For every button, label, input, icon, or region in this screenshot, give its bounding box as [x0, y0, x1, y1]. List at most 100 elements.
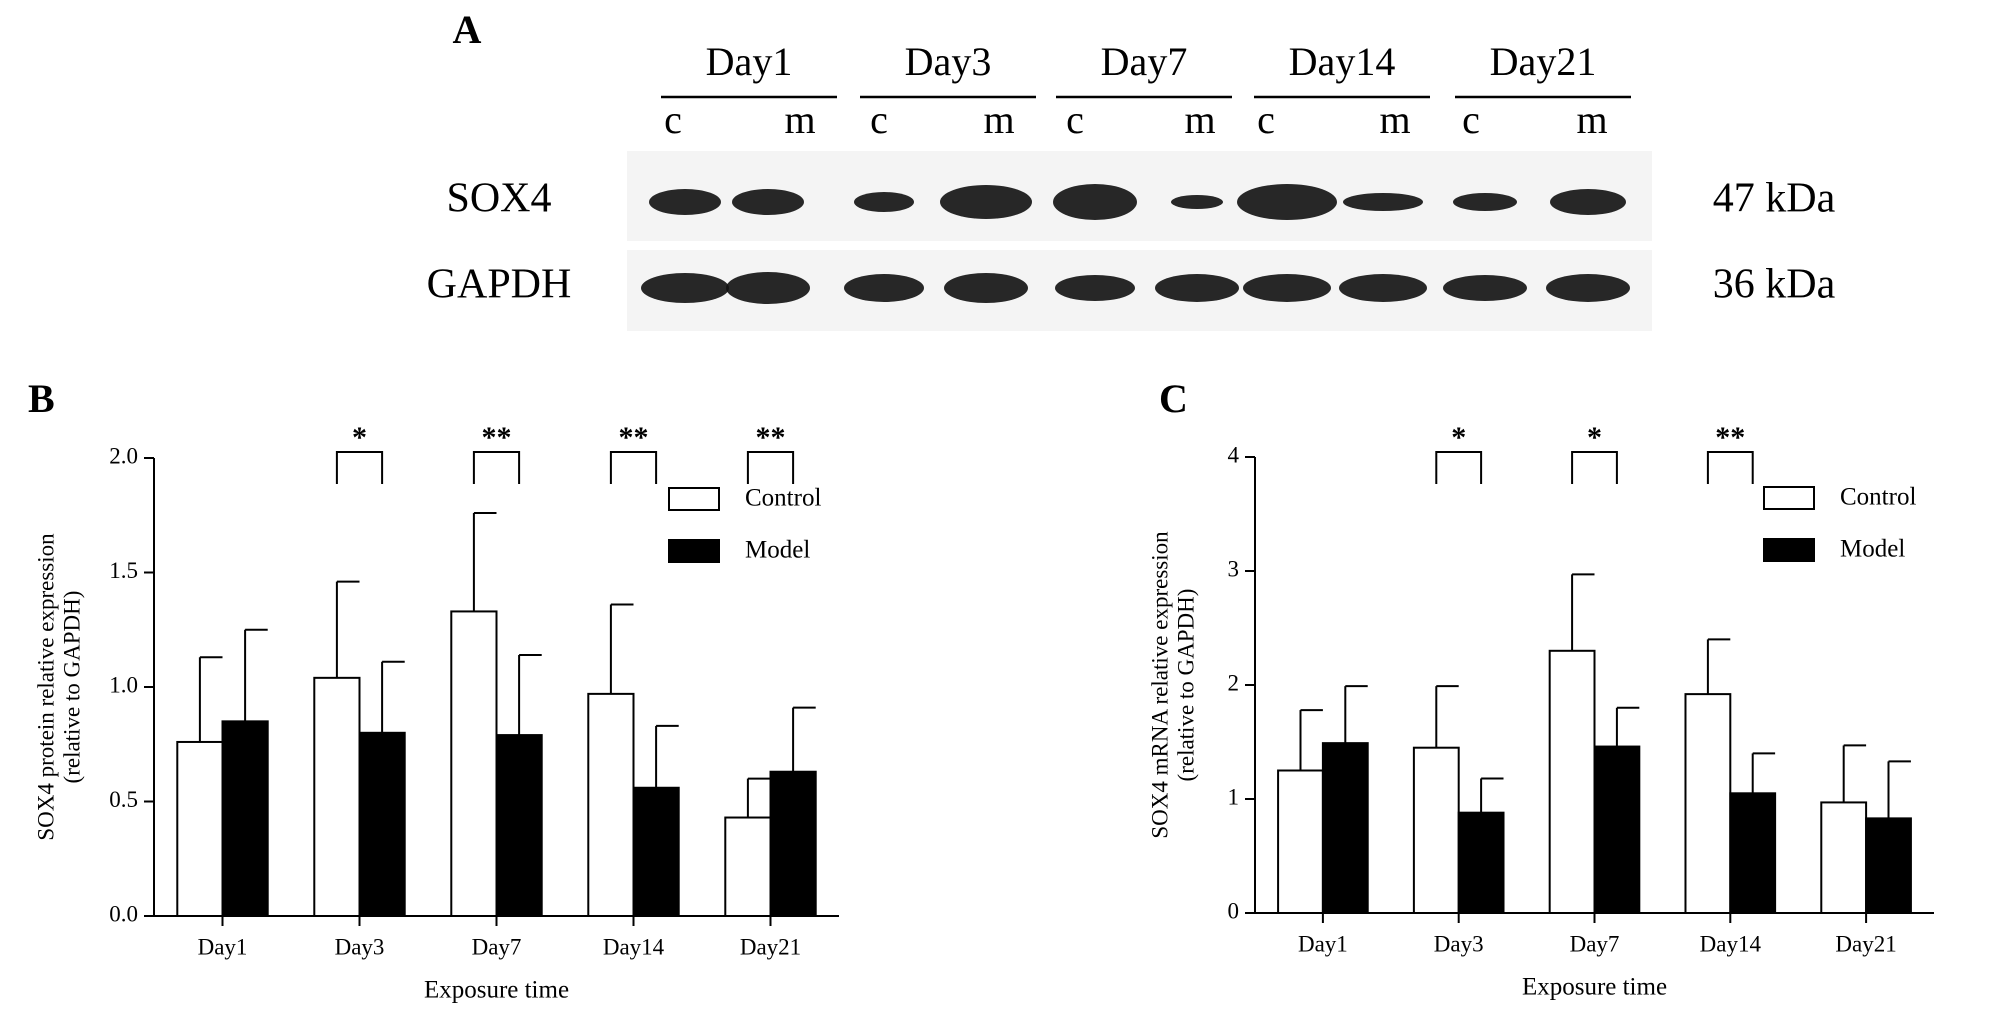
- significance-label: **: [756, 421, 786, 454]
- bar: [1412, 746, 1460, 915]
- protein-label: GAPDH: [427, 262, 572, 308]
- y-tick-label: 2: [1228, 670, 1240, 695]
- y-axis-label: (relative to GAPDH): [1173, 589, 1198, 782]
- blot-band: [1053, 184, 1137, 220]
- significance-label: *: [1587, 421, 1602, 454]
- significance-bracket: [1706, 451, 1754, 484]
- x-axis-label: Exposure time: [1522, 974, 1667, 1001]
- bar: [724, 816, 772, 918]
- bar: [450, 610, 498, 917]
- bar: [1593, 745, 1641, 914]
- bar: [1865, 817, 1912, 915]
- protein-label: SOX4: [446, 176, 551, 222]
- lane-label: c: [870, 97, 888, 142]
- panel-label: B: [28, 376, 55, 421]
- day-label: Day3: [905, 39, 992, 84]
- lane-label: c: [664, 97, 682, 142]
- bar: [1729, 792, 1777, 914]
- bar: [1277, 769, 1324, 914]
- bar: [1684, 693, 1732, 914]
- lane-label: m: [983, 97, 1014, 142]
- bar: [1548, 649, 1596, 914]
- x-tick-label: Day1: [198, 934, 248, 959]
- y-axis-label: SOX4 protein relative expression: [33, 533, 58, 841]
- lane-label: c: [1066, 97, 1084, 142]
- legend-label: Control: [1840, 484, 1916, 511]
- panel-label: A: [453, 7, 482, 52]
- blot-band: [1339, 274, 1427, 302]
- y-axis-label: (relative to GAPDH): [59, 591, 84, 784]
- y-tick-label: 0: [1228, 898, 1240, 923]
- significance-bracket: [472, 451, 521, 484]
- y-tick-label: 3: [1228, 556, 1240, 581]
- significance-label: *: [1451, 421, 1466, 454]
- lane-label: m: [1379, 97, 1410, 142]
- significance-bracket: [746, 451, 795, 484]
- lane-label: c: [1462, 97, 1480, 142]
- blot-band: [726, 272, 810, 304]
- day-label: Day7: [1101, 39, 1188, 84]
- x-tick-label: Day7: [1570, 931, 1620, 956]
- significance-label: **: [1715, 421, 1745, 454]
- blot-band: [1443, 275, 1527, 301]
- x-tick-label: Day7: [472, 934, 522, 959]
- day-label: Day14: [1289, 39, 1396, 84]
- bar: [313, 676, 361, 918]
- blot-band: [1171, 195, 1223, 209]
- legend-label: Model: [745, 537, 810, 564]
- bar: [1321, 742, 1369, 915]
- bar: [1820, 801, 1868, 914]
- legend-swatch: [668, 539, 720, 563]
- blot-band: [1237, 184, 1337, 220]
- x-axis-label: Exposure time: [424, 977, 569, 1004]
- significance-label: **: [619, 421, 649, 454]
- x-tick-label: Day3: [335, 934, 385, 959]
- blot-band: [649, 189, 721, 215]
- significance-bracket: [1571, 451, 1618, 484]
- x-tick-label: Day1: [1298, 931, 1348, 956]
- bar: [176, 740, 224, 918]
- significance-bracket: [609, 451, 658, 484]
- blot-band: [1055, 275, 1135, 301]
- significance-bracket: [335, 451, 384, 484]
- lane-label: m: [784, 97, 815, 142]
- size-label: 36 kDa: [1713, 262, 1836, 308]
- bar: [495, 734, 543, 918]
- x-tick-label: Day14: [1700, 931, 1762, 956]
- y-axis-label: SOX4 mRNA relative expression: [1147, 531, 1172, 839]
- lane-label: m: [1184, 97, 1215, 142]
- significance-label: *: [352, 421, 367, 454]
- bar: [587, 692, 635, 917]
- y-tick-label: 4: [1228, 442, 1240, 467]
- blot-band: [944, 273, 1028, 303]
- blot-band: [1550, 189, 1626, 215]
- blot-band: [641, 273, 729, 303]
- blot-band: [732, 189, 804, 215]
- x-tick-label: Day21: [740, 934, 801, 959]
- bar: [221, 720, 269, 917]
- panel-label: C: [1159, 376, 1188, 421]
- significance-bracket: [1435, 451, 1483, 484]
- y-tick-label: 1.0: [109, 672, 138, 697]
- legend-swatch: [1763, 538, 1815, 562]
- day-label: Day21: [1490, 39, 1597, 84]
- x-tick-label: Day14: [603, 934, 665, 959]
- size-label: 47 kDa: [1713, 176, 1836, 222]
- blot-band: [844, 274, 924, 302]
- legend-swatch: [1763, 486, 1815, 510]
- y-tick-label: 1: [1228, 784, 1240, 809]
- blot-band: [1546, 274, 1630, 302]
- x-tick-label: Day3: [1434, 931, 1484, 956]
- lane-label: m: [1576, 97, 1607, 142]
- y-tick-label: 0.0: [109, 901, 138, 926]
- legend-swatch: [668, 487, 720, 511]
- bar: [358, 731, 406, 917]
- lane-label: c: [1257, 97, 1275, 142]
- y-tick-label: 2.0: [109, 443, 138, 468]
- blot-band: [854, 192, 914, 212]
- blot-band: [940, 185, 1032, 219]
- day-label: Day1: [706, 39, 793, 84]
- blot-band: [1453, 193, 1517, 211]
- x-tick-label: Day21: [1835, 931, 1896, 956]
